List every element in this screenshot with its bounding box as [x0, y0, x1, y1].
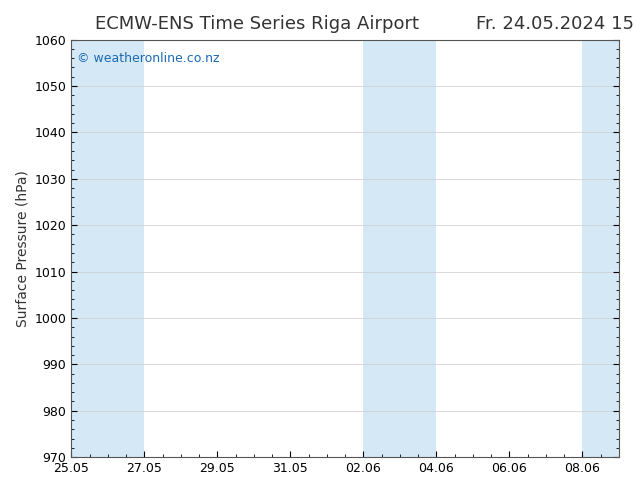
Bar: [71, 40, 145, 457]
Bar: [363, 40, 436, 457]
Y-axis label: Surface Pressure (hPa): Surface Pressure (hPa): [15, 170, 29, 327]
Text: ECMW-ENS Time Series Riga Airport: ECMW-ENS Time Series Riga Airport: [95, 15, 419, 33]
Bar: [583, 40, 619, 457]
Text: Fr. 24.05.2024 15 UTC: Fr. 24.05.2024 15 UTC: [476, 15, 634, 33]
Text: © weatheronline.co.nz: © weatheronline.co.nz: [77, 52, 219, 65]
